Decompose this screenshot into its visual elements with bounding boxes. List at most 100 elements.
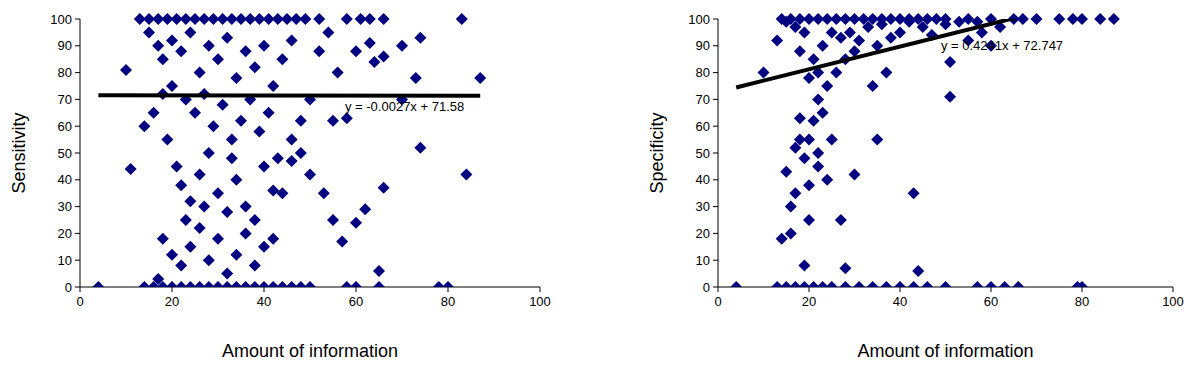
point xyxy=(120,64,132,76)
point xyxy=(1076,13,1088,25)
point xyxy=(359,203,371,215)
point xyxy=(830,67,842,79)
x-axis-title: Amount of information xyxy=(857,341,1033,361)
point xyxy=(944,91,956,103)
point xyxy=(835,214,847,226)
point xyxy=(789,187,801,199)
point xyxy=(414,32,426,44)
y-tick xyxy=(75,206,80,207)
x-tick xyxy=(448,287,449,292)
point xyxy=(1094,13,1106,25)
trendline-equation: y = -0.0027x + 71.58 xyxy=(345,99,464,114)
y-tick xyxy=(713,287,718,288)
point xyxy=(999,281,1011,287)
y-tick xyxy=(713,99,718,100)
point xyxy=(1053,13,1065,25)
point xyxy=(803,179,815,191)
point xyxy=(908,281,920,287)
y-tick xyxy=(713,179,718,180)
y-tick xyxy=(75,45,80,46)
point xyxy=(940,18,952,30)
point xyxy=(821,80,833,92)
point xyxy=(862,21,874,33)
y-tick-label: 10 xyxy=(58,253,72,268)
point xyxy=(184,195,196,207)
point xyxy=(771,34,783,46)
trendline xyxy=(736,19,1114,87)
x-tick xyxy=(172,287,173,292)
y-tick xyxy=(75,153,80,154)
point xyxy=(758,67,770,79)
point xyxy=(730,281,742,287)
y-tick-label: 90 xyxy=(696,38,710,53)
point xyxy=(230,174,242,186)
point xyxy=(226,152,238,164)
point xyxy=(295,115,307,127)
x-tick xyxy=(809,287,810,292)
point xyxy=(812,147,824,159)
point xyxy=(812,160,824,172)
point xyxy=(844,26,856,38)
point xyxy=(944,56,956,68)
x-tick xyxy=(718,287,719,292)
x-tick-label: 40 xyxy=(257,294,271,309)
y-axis-title: Specificity xyxy=(647,112,667,193)
y-tick xyxy=(713,126,718,127)
point xyxy=(839,262,851,274)
x-tick-label: 100 xyxy=(1162,294,1184,309)
y-tick xyxy=(713,19,718,20)
point xyxy=(785,201,797,213)
y-tick xyxy=(75,179,80,180)
point xyxy=(184,26,196,38)
point xyxy=(194,67,206,79)
x-tick xyxy=(540,287,541,292)
point xyxy=(414,142,426,154)
point xyxy=(396,40,408,52)
figure: 0102030405060708090100020406080100Amount… xyxy=(0,0,1196,371)
point xyxy=(175,260,187,272)
point xyxy=(867,281,879,287)
point xyxy=(157,53,169,65)
point xyxy=(161,134,173,146)
trendline xyxy=(98,93,480,98)
point xyxy=(207,120,219,132)
point xyxy=(299,13,311,25)
point xyxy=(249,260,261,272)
point xyxy=(166,249,178,261)
point xyxy=(286,34,298,46)
point xyxy=(221,32,233,44)
y-tick-label: 50 xyxy=(696,146,710,161)
point xyxy=(808,53,820,65)
x-tick xyxy=(80,287,81,292)
y-tick-label: 10 xyxy=(696,253,710,268)
point xyxy=(798,260,810,272)
trendline-group xyxy=(736,19,1114,87)
point xyxy=(1108,13,1120,25)
point xyxy=(138,120,150,132)
point xyxy=(171,160,183,172)
point xyxy=(880,67,892,79)
point xyxy=(295,147,307,159)
point xyxy=(350,45,362,57)
x-tick xyxy=(1082,287,1083,292)
point xyxy=(148,107,160,119)
point xyxy=(276,187,288,199)
point xyxy=(876,18,888,30)
y-tick-label: 0 xyxy=(65,280,72,295)
y-tick-label: 60 xyxy=(696,119,710,134)
point xyxy=(853,281,865,287)
x-tick-label: 20 xyxy=(802,294,816,309)
point xyxy=(221,268,233,280)
point xyxy=(812,93,824,105)
y-tick-label: 50 xyxy=(58,146,72,161)
point xyxy=(962,13,974,25)
point xyxy=(839,281,851,287)
point xyxy=(803,72,815,84)
point xyxy=(226,134,238,146)
point xyxy=(410,72,422,84)
point xyxy=(798,152,810,164)
point xyxy=(184,241,196,253)
point xyxy=(272,152,284,164)
point xyxy=(826,134,838,146)
point xyxy=(322,26,334,38)
